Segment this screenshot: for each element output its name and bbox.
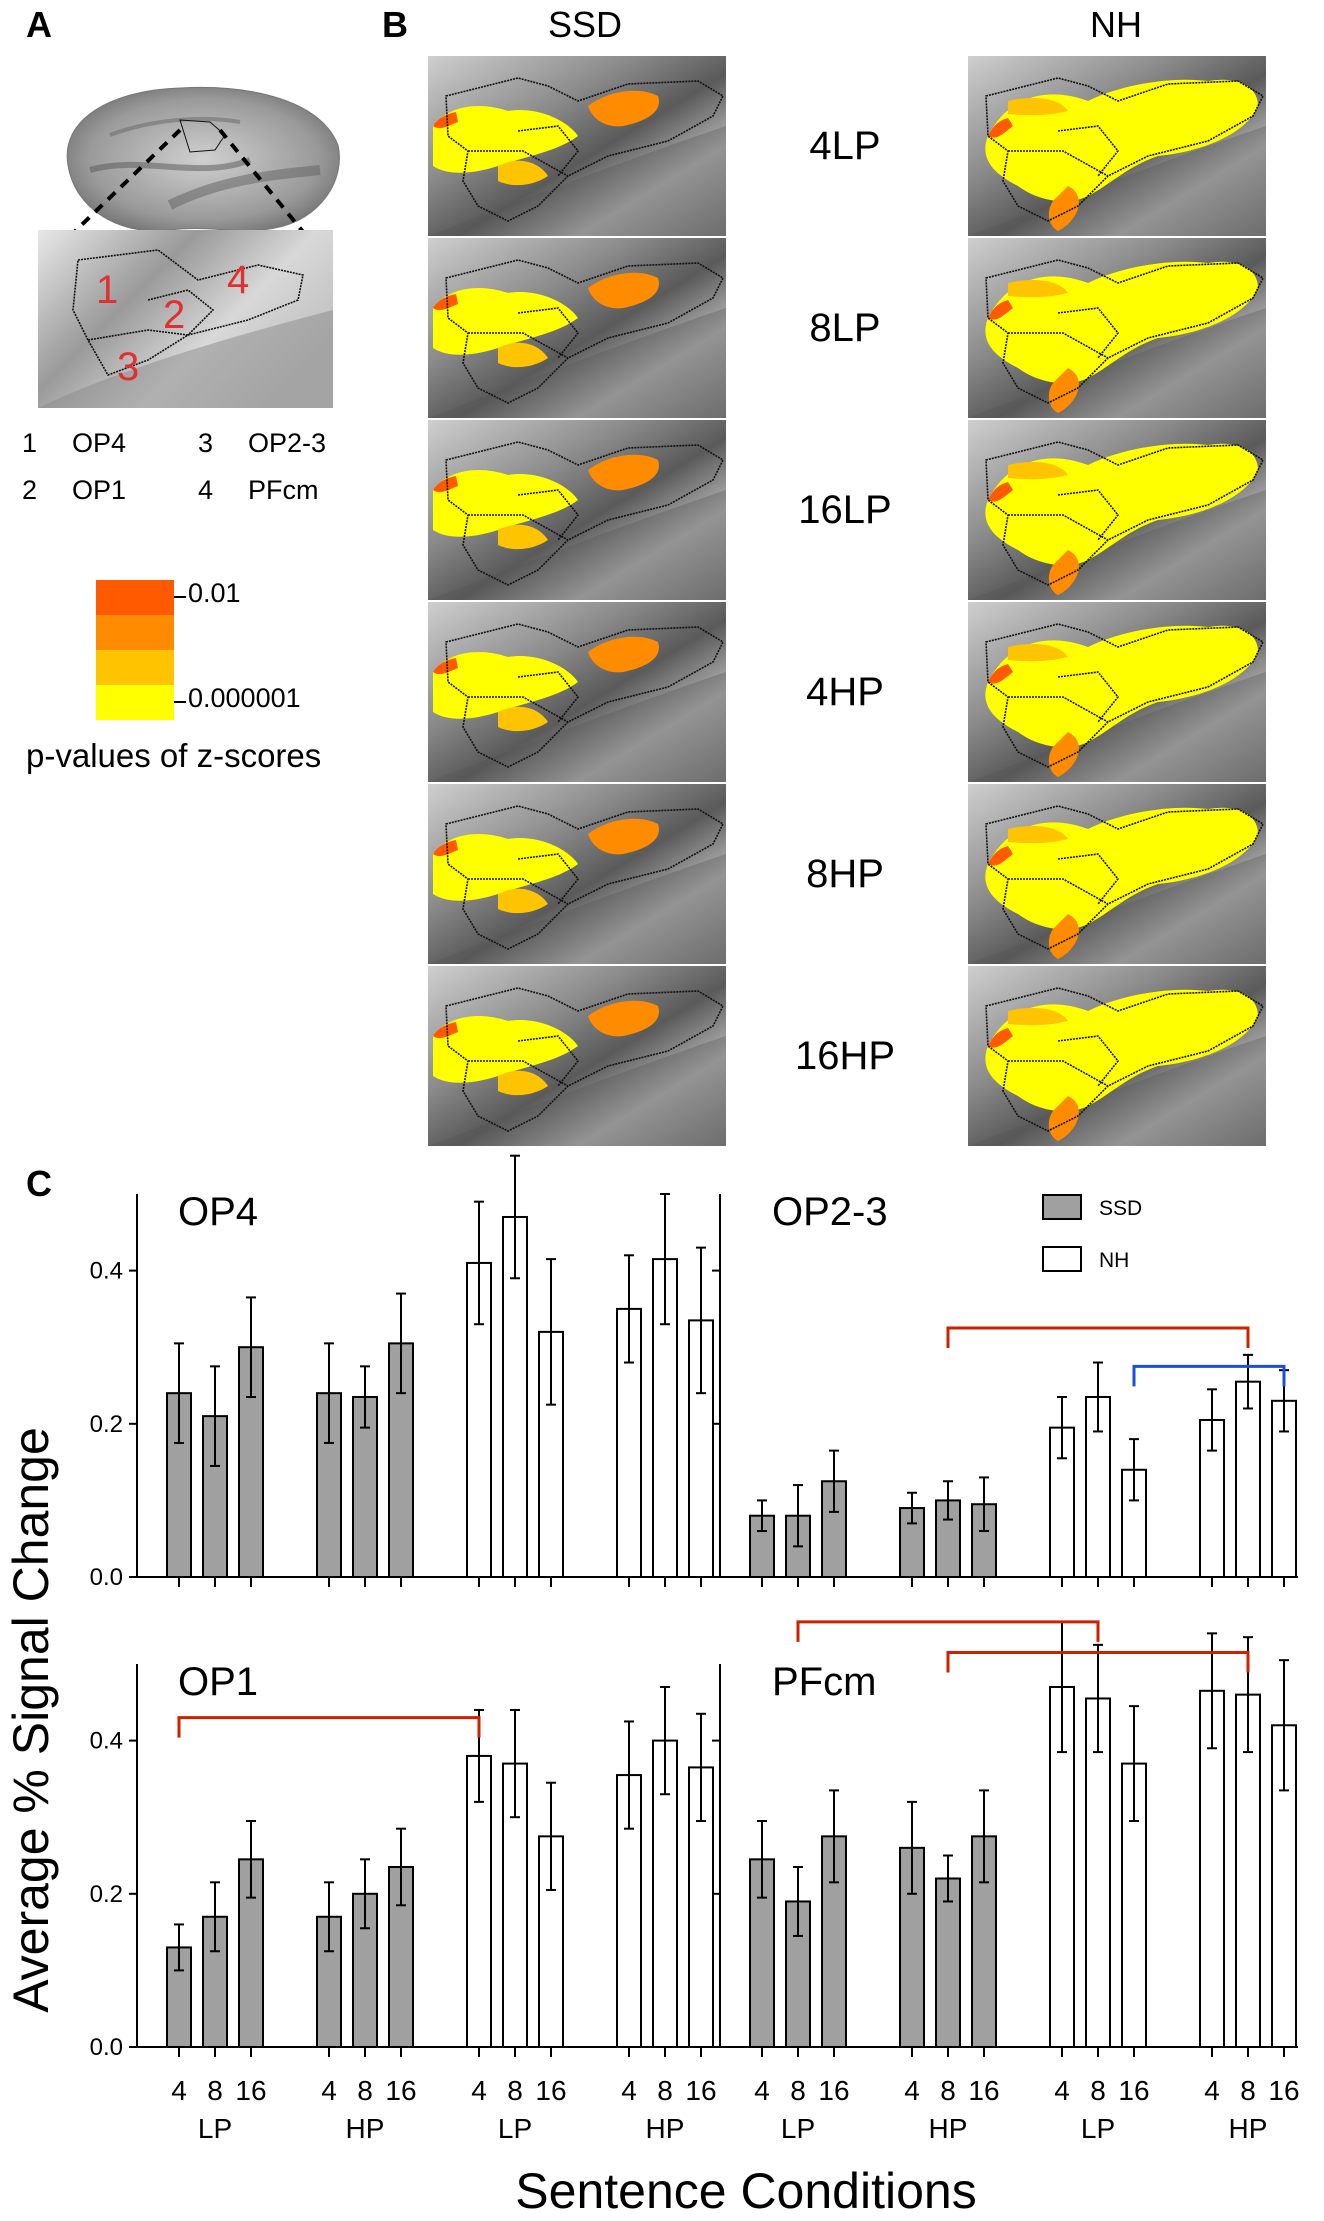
xtick-label-1-0-4: 8 [940, 2075, 956, 2106]
chart-op2-3-significance-bracket-0 [946, 1326, 1250, 1349]
chart-op4-title: OP4 [178, 1190, 258, 1234]
chart-op4-ytick-label-0: 0.0 [90, 1564, 123, 1591]
xtick-label-1-0-5: 16 [968, 2075, 999, 2106]
xtick-label-1-1-1: 8 [1090, 2075, 1106, 2106]
column-header-ssd: SSD [548, 4, 623, 45]
x-axis-label: Sentence Conditions [515, 2163, 976, 2219]
xtick-label-1-1-0: 4 [1054, 2075, 1070, 2106]
panel-label-b: B [382, 4, 408, 45]
brain-map-nh-4lp [968, 56, 1266, 236]
xtick-label-0-0-0: 4 [171, 2075, 187, 2106]
chart-pfcm-significance-bracket-1 [946, 1651, 1250, 1673]
xtick-label-0-0-4: 8 [357, 2075, 373, 2106]
chart-op1-ytick-label-1: 0.2 [90, 1881, 123, 1908]
chart-op2-3-title: OP2-3 [772, 1190, 888, 1234]
region-key-num-3: 3 [198, 428, 214, 458]
scale-title: p-values of z-scores [26, 737, 322, 774]
xtick-label-1-0-2: 16 [818, 2075, 849, 2106]
group-label-0-0-0: LP [198, 2113, 232, 2144]
group-label-1-0-0: LP [781, 2113, 815, 2144]
brain-map-nh-8lp [968, 238, 1266, 418]
condition-label-8lp: 8LP [809, 306, 881, 350]
brain-number-3: 3 [117, 345, 140, 389]
brain-map-ssd-4hp [428, 602, 726, 782]
xtick-label-1-1-2: 16 [1118, 2075, 1149, 2106]
region-key-name-1: OP4 [72, 428, 127, 458]
xtick-label-0-0-5: 16 [385, 2075, 416, 2106]
xtick-label-0-1-2: 16 [535, 2075, 566, 2106]
panel-label-c: C [26, 1163, 52, 1204]
p-value-color-scale [96, 580, 174, 720]
xtick-label-0-1-3: 4 [621, 2075, 637, 2106]
region-key-name-2: OP1 [72, 475, 127, 505]
xtick-label-0-1-4: 8 [657, 2075, 673, 2106]
scale-top-label: 0.01 [188, 578, 241, 608]
condition-label-4lp: 4LP [809, 124, 881, 168]
chart-op4-ytick-label-2: 0.4 [90, 1258, 123, 1285]
legend-ssd-swatch [1042, 1194, 1082, 1220]
brain-number-1: 1 [96, 268, 119, 312]
xtick-label-1-1-4: 8 [1240, 2075, 1256, 2106]
chart-op4-ytick-label-1: 0.2 [90, 1411, 123, 1438]
group-label-1-1-0: LP [1081, 2113, 1115, 2144]
xtick-label-1-1-5: 16 [1268, 2075, 1299, 2106]
region-key-num-2: 2 [22, 475, 38, 505]
xtick-label-1-0-0: 4 [754, 2075, 770, 2106]
region-key-name-3: OP2-3 [248, 428, 327, 458]
panel-label-a: A [26, 4, 52, 45]
brain-map-nh-16hp [968, 966, 1266, 1146]
chart-op2-3-nh-bar-8-hp [1235, 1380, 1261, 1579]
chart-op2-3-significance-bracket-1 [1132, 1364, 1286, 1387]
chart-op1-ytick-label-2: 0.4 [90, 1728, 123, 1755]
xtick-label-0-1-5: 16 [685, 2075, 716, 2106]
chart-pfcm-nh-bar-8-hp [1235, 1693, 1261, 2048]
brain-map-ssd-16hp [428, 966, 726, 1146]
y-axis-label: Average % Signal Change [3, 1427, 59, 2013]
chart-op1-title: OP1 [178, 1660, 258, 1704]
zoomed-region-image [38, 230, 333, 408]
condition-label-4hp: 4HP [806, 670, 884, 714]
chart-pfcm-title: PFcm [772, 1660, 876, 1704]
xtick-label-1-0-3: 4 [904, 2075, 920, 2106]
xtick-label-1-1-3: 4 [1204, 2075, 1220, 2106]
chart-op1-significance-bracket-0 [177, 1716, 481, 1738]
legend-nh-label: NH [1099, 1249, 1129, 1272]
group-label-0-1-0: LP [498, 2113, 532, 2144]
chart-pfcm-ssd-bar-8-hp [935, 1877, 961, 2048]
xtick-label-0-0-1: 8 [207, 2075, 223, 2106]
region-key-num-4: 4 [198, 475, 214, 505]
scale-bottom-label: 0.000001 [188, 683, 301, 713]
legend-ssd-label: SSD [1099, 1197, 1142, 1220]
xtick-label-0-0-3: 4 [321, 2075, 337, 2106]
group-label-0-0-1: HP [346, 2113, 385, 2144]
brain-map-nh-4hp [968, 602, 1266, 782]
brain-map-ssd-4lp [428, 56, 726, 236]
brain-map-ssd-16lp [428, 420, 726, 600]
brain-map-ssd-8hp [428, 784, 726, 964]
group-label-0-1-1: HP [646, 2113, 685, 2144]
region-key-num-1: 1 [22, 428, 38, 458]
region-key-name-4: PFcm [248, 475, 319, 505]
brain-number-4: 4 [227, 258, 250, 302]
xtick-label-0-0-2: 16 [235, 2075, 266, 2106]
brain-map-nh-16lp [968, 420, 1266, 600]
brain-map-ssd-8lp [428, 238, 726, 418]
chart-op1-ytick-label-0: 0.0 [90, 2034, 123, 2061]
group-label-1-1-1: HP [1229, 2113, 1268, 2144]
group-label-1-0-1: HP [929, 2113, 968, 2144]
condition-label-16hp: 16HP [794, 1034, 896, 1078]
condition-label-8hp: 8HP [806, 852, 884, 896]
brain-number-2: 2 [163, 293, 186, 337]
column-header-nh: NH [1090, 4, 1142, 45]
xtick-label-1-0-1: 8 [790, 2075, 806, 2106]
legend-nh-swatch [1042, 1246, 1082, 1272]
xtick-label-0-1-1: 8 [507, 2075, 523, 2106]
xtick-label-0-1-0: 4 [471, 2075, 487, 2106]
condition-label-16lp: 16LP [798, 488, 892, 532]
chart-pfcm-significance-bracket-0 [796, 1620, 1100, 1642]
brain-map-nh-8hp [968, 784, 1266, 964]
